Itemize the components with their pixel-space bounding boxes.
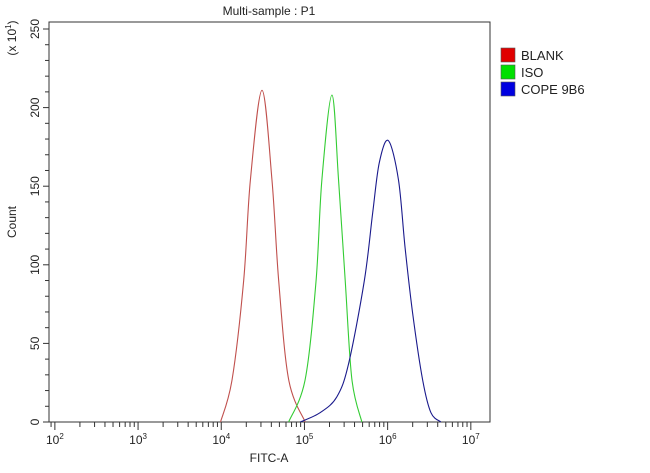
legend-label: BLANK <box>521 48 564 63</box>
y-tick-label: 100 <box>28 254 42 274</box>
legend-label: COPE 9B6 <box>521 82 585 97</box>
legend: BLANK ISO COPE 9B6 <box>500 47 585 97</box>
x-axis: 102 103 104 105 106 107 <box>46 422 480 447</box>
y-tick-label: 250 <box>28 19 42 39</box>
y-tick-label: 50 <box>28 336 42 350</box>
series-line-cope-9b6 <box>300 139 442 423</box>
y-tick-label: 200 <box>28 97 42 117</box>
plot-frame <box>48 21 491 423</box>
y-axis: 0 50 100 150 200 250 <box>28 19 49 425</box>
legend-swatch <box>500 64 516 80</box>
x-tick-label: 107 <box>462 432 480 447</box>
series-line-blank <box>219 89 306 423</box>
series-line-iso <box>288 94 363 423</box>
legend-swatch <box>500 81 516 97</box>
y-tick-label: 0 <box>28 418 42 425</box>
legend-swatch <box>500 47 516 63</box>
x-tick-label: 102 <box>46 432 64 447</box>
x-axis-label: FITC-A <box>250 451 289 465</box>
x-tick-label: 105 <box>296 432 314 447</box>
x-tick-label: 106 <box>379 432 397 447</box>
plot-lines <box>219 89 442 423</box>
y-axis-multiplier: (x 101) <box>4 20 19 55</box>
x-tick-label: 104 <box>212 432 230 447</box>
x-tick-label: 103 <box>129 432 147 447</box>
legend-label: ISO <box>521 65 543 80</box>
y-tick-label: 150 <box>28 176 42 196</box>
y-axis-label: Count <box>5 205 19 238</box>
chart-title: Multi-sample : P1 <box>223 4 316 18</box>
